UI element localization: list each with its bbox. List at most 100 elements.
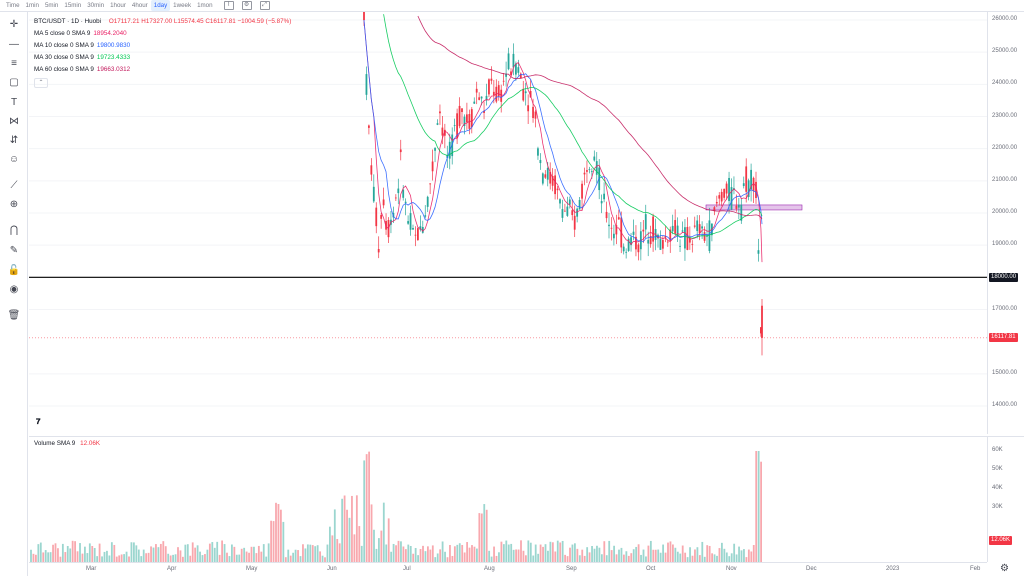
candle (718, 192, 721, 206)
candle-body (583, 172, 586, 175)
volume-bar (61, 543, 64, 563)
ruler-icon[interactable]: ⟋ (10, 180, 18, 191)
settings-gear-icon[interactable]: ⚙ (1000, 563, 1009, 574)
eye-icon[interactable]: ◉ (9, 284, 19, 295)
ma-label[interactable]: MA 30 close 0 SMA 9 (34, 54, 94, 61)
candle (397, 178, 400, 205)
ma-label[interactable]: MA 60 close 0 SMA 9 (34, 66, 94, 73)
ma-legend-row: MA 30 close 0 SMA 9 19723.4333 (34, 52, 291, 64)
candle (431, 149, 434, 181)
candle (507, 47, 510, 71)
volume-pane[interactable] (29, 436, 987, 563)
lock-icon[interactable]: 🔓 (7, 265, 21, 276)
volume-bar (189, 555, 192, 563)
timeframe-30min[interactable]: 30min (87, 2, 105, 9)
chart-type-icon[interactable]: ⌇ (223, 1, 234, 10)
volume-bar (260, 551, 263, 563)
volume-bar (86, 553, 89, 563)
chart-legend: BTC/USDT · 1D · Huobi O17117.21 H17327.0… (34, 16, 291, 88)
volume-bar (645, 556, 647, 563)
timeframe-1mon[interactable]: 1mon (197, 2, 213, 9)
volume-bar (35, 554, 37, 563)
timeframe-4hour[interactable]: 4hour (131, 2, 148, 9)
crosshair-icon[interactable]: ✛ (9, 19, 19, 30)
candle-body (696, 220, 699, 232)
rectangle-icon[interactable]: ▢ (9, 77, 19, 88)
timeframe-15min[interactable]: 15min (64, 2, 82, 9)
text-icon[interactable]: T (10, 97, 18, 108)
volume-bar (698, 555, 701, 563)
candle (652, 213, 654, 252)
volume-bar (280, 509, 282, 563)
tradingview-logo[interactable]: 𝟕 (36, 417, 41, 426)
timeframe-1day[interactable]: 1day (150, 0, 171, 11)
emoji-icon[interactable]: ☺ (8, 154, 20, 165)
volume-bar (681, 545, 684, 563)
candle (370, 158, 373, 181)
pattern-icon[interactable]: ⋈ (9, 116, 19, 127)
candle (662, 236, 664, 255)
volume-bar (179, 550, 182, 563)
trash-icon[interactable]: 🗑 (7, 310, 21, 321)
symbol-label[interactable]: BTC/USDT · 1D · Huobi (34, 18, 102, 25)
time-axis[interactable]: Mar Apr May Jun Jul Aug Sep Oct Nov Dec 2023 Feb (29, 562, 987, 576)
trend-line-icon[interactable]: — (9, 39, 19, 50)
zoom-in-icon[interactable]: ⊕ (9, 199, 19, 210)
collapse-legend-button[interactable]: ⌃ (34, 78, 48, 88)
price-pane[interactable] (29, 12, 987, 434)
candle (715, 195, 718, 208)
candle (686, 217, 689, 251)
volume-bar (566, 556, 569, 563)
price-axis[interactable]: 26000.00 25000.00 24000.00 23000.00 22000.00… (987, 12, 1024, 434)
timeframe-1week[interactable]: 1week (173, 2, 192, 9)
ma-label[interactable]: MA 10 close 0 SMA 9 (34, 42, 94, 49)
volume-bar (755, 451, 758, 563)
volume-bar (583, 555, 586, 563)
magnet-icon[interactable]: ⋂ (9, 225, 19, 236)
draw-mode-icon[interactable]: ✎ (9, 245, 19, 256)
candle (394, 194, 397, 202)
timeframe-5min[interactable]: 5min (44, 2, 59, 9)
volume-bar (71, 540, 74, 563)
indicators-icon[interactable]: ⚙ (241, 1, 252, 10)
candle-body (593, 156, 596, 161)
volume-bar (672, 544, 674, 563)
candle-body (382, 199, 385, 206)
prediction-icon[interactable]: ⇵ (9, 135, 19, 146)
candle-body (431, 161, 434, 172)
volume-bar (297, 550, 299, 563)
volume-bar (155, 544, 157, 563)
volume-axis[interactable]: 60K 50K 40K 30K 12.06K (987, 436, 1024, 562)
volume-bar (694, 549, 696, 563)
volume-bar (370, 504, 373, 563)
candle (527, 94, 530, 125)
volume-bar (554, 551, 557, 563)
volume-tick-label: 40K (992, 485, 1003, 491)
ma-label[interactable]: MA 5 close 0 SMA 9 (34, 30, 91, 37)
volume-bar (368, 451, 370, 563)
timeframe-1hour[interactable]: 1hour (110, 2, 126, 9)
candle (564, 203, 566, 212)
candle (664, 226, 667, 243)
open-value: O17117.21 (108, 18, 140, 25)
candle-body (441, 127, 444, 136)
candle (745, 158, 748, 203)
candle (647, 231, 650, 257)
low-value: L15574.45 (173, 18, 204, 25)
volume-bar (522, 550, 525, 563)
candle-body (735, 205, 738, 209)
candle (761, 298, 763, 356)
candle (382, 187, 385, 209)
candle-body (632, 231, 635, 235)
candle-body (750, 169, 752, 190)
fib-icon[interactable]: ≡ (11, 58, 17, 69)
candle-body (652, 216, 654, 242)
candle-body (703, 232, 706, 241)
candle-body (681, 230, 684, 232)
timeframe-1min[interactable]: 1min (25, 2, 39, 9)
volume-legend-label[interactable]: Volume SMA 9 (34, 440, 76, 447)
volume-bar (64, 552, 67, 563)
timeframe-time[interactable]: Time (6, 2, 20, 9)
fullscreen-icon[interactable]: ⤢ (259, 1, 270, 10)
candle-body (466, 114, 468, 123)
